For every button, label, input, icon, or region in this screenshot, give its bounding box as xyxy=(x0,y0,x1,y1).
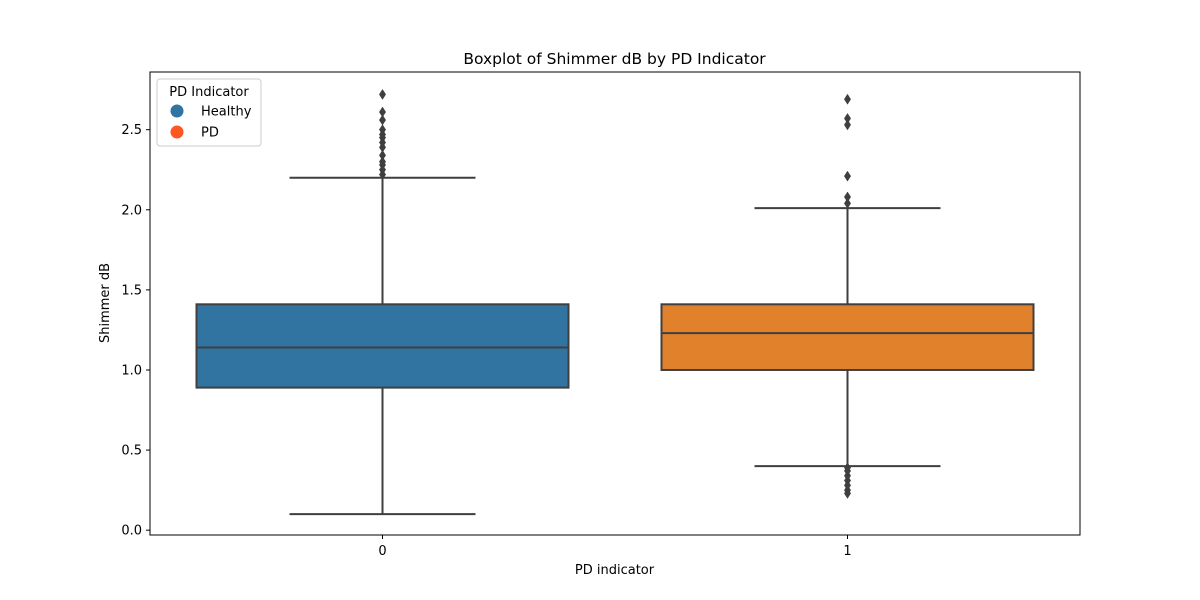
outlier-point xyxy=(379,106,386,118)
legend: PD Indicator Healthy PD xyxy=(156,78,262,147)
y-tick-label: 2.0 xyxy=(121,203,142,218)
y-tick-label: 0.0 xyxy=(121,524,142,539)
y-tick-label: 0.5 xyxy=(121,444,142,459)
outlier-point xyxy=(379,124,386,136)
outlier-point xyxy=(379,114,386,126)
outlier-point xyxy=(379,149,386,161)
legend-title: PD Indicator xyxy=(169,85,249,100)
legend-frame xyxy=(156,78,262,147)
x-axis-label: PD indicator xyxy=(575,563,655,578)
outlier-point xyxy=(844,93,851,105)
y-tick-label: 2.5 xyxy=(121,123,142,138)
outlier-point xyxy=(844,112,851,124)
legend-marker-healthy xyxy=(170,104,184,118)
outlier-point xyxy=(844,191,851,203)
box-iqr xyxy=(660,303,1035,371)
x-tick-label: 1 xyxy=(843,544,851,559)
legend-marker-pd xyxy=(170,125,184,139)
outlier-point xyxy=(844,197,851,209)
outlier-point xyxy=(844,170,851,182)
y-tick-label: 1.0 xyxy=(121,363,142,378)
x-tick-label: 0 xyxy=(378,544,386,559)
plot-frame xyxy=(149,71,1081,536)
box-group-1 xyxy=(660,93,1035,499)
chart-title: Boxplot of Shimmer dB by PD Indicator xyxy=(463,50,766,68)
outlier-point xyxy=(379,156,386,168)
legend-label-pd: PD xyxy=(201,126,219,141)
outlier-point xyxy=(844,462,851,474)
y-tick-label: 1.5 xyxy=(121,283,142,298)
plot-area xyxy=(195,88,1035,516)
box-iqr xyxy=(195,303,570,389)
legend-label-healthy: Healthy xyxy=(201,105,252,120)
outlier-point xyxy=(844,119,851,131)
outlier-point xyxy=(379,88,386,100)
box-group-0 xyxy=(195,88,570,516)
y-axis-label: Shimmer dB xyxy=(98,263,113,343)
